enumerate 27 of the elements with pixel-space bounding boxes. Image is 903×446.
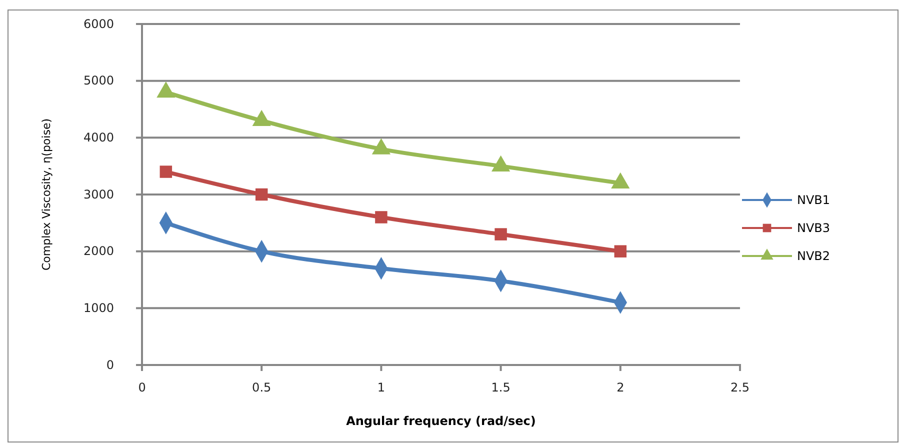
y-tick-label: 3000	[83, 187, 114, 202]
y-tick-label: 4000	[83, 130, 114, 145]
y-axis-title: Complex Viscosity, η(poise)	[40, 118, 53, 271]
x-tick-label: 1.5	[491, 380, 510, 395]
x-tick-label: 2	[616, 380, 624, 395]
x-tick-label: 1	[377, 380, 386, 395]
point	[614, 245, 627, 258]
legend-label: NVB1	[797, 193, 830, 207]
point	[372, 138, 391, 154]
x-tick-label: 0.5	[252, 380, 272, 395]
legend-label: NVB3	[797, 221, 830, 235]
legend-label: NVB2	[797, 249, 830, 263]
y-tick-label: 5000	[83, 74, 114, 88]
point	[375, 211, 388, 224]
point	[156, 81, 176, 98]
y-tick-label: 2000	[83, 244, 114, 258]
x-tick-label: 2.5	[730, 380, 750, 395]
point	[611, 172, 630, 189]
y-tick-label: 0	[106, 358, 114, 372]
x-tick-label: 0	[138, 380, 146, 395]
y-tick-label: 6000	[83, 16, 114, 31]
point	[255, 188, 268, 201]
point	[491, 155, 510, 172]
y-tick-label: 1000	[83, 301, 114, 316]
point	[252, 110, 271, 126]
x-axis-title: Angular frequency (rad/sec)	[346, 414, 536, 428]
point	[494, 228, 507, 240]
